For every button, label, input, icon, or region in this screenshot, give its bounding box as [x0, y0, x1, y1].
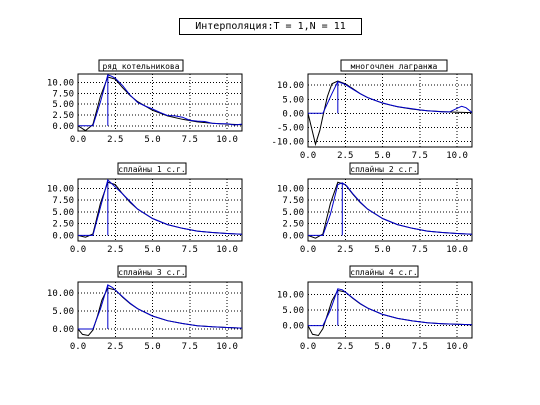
x-tick-label: 2.5 — [107, 135, 123, 145]
x-tick-label: 0.0 — [70, 342, 86, 352]
x-tick-label: 7.5 — [412, 151, 428, 161]
y-tick-label: 2.50 — [52, 111, 74, 121]
chart-panel-spline-4: 0.0 2.5 5.0 7.5 10.0 0.00 5.00 10.00 сплайны 4 с… — [277, 265, 473, 352]
y-tick-label: 7.50 — [282, 196, 304, 206]
interpolation-line — [308, 80, 473, 114]
x-tick-label: 0.0 — [300, 151, 316, 161]
x-tick-label: 5.0 — [144, 245, 160, 255]
y-tick-label: 10.00 — [47, 289, 74, 299]
y-tick-label: 10.00 — [277, 81, 304, 91]
plot-frame — [77, 281, 243, 339]
interpolation-line — [78, 74, 243, 127]
y-tick-label: 0.00 — [52, 325, 74, 335]
chart-title: сплайны 1 с.г. — [118, 165, 185, 174]
main-title: Интерполяция:T = 1,N = 11 — [179, 18, 362, 35]
x-tick-label: 2.5 — [337, 151, 353, 161]
y-tick-label: 5.00 — [52, 208, 74, 218]
y-tick-label: -5.00 — [277, 123, 304, 133]
x-tick-label: 2.5 — [337, 342, 353, 352]
chart-title: ряд котельникова — [102, 62, 179, 71]
chart-panel-spline-1: 0.0 2.5 5.0 7.5 10.0 0.002.50 5.00 7.50 10.00 спл… — [47, 162, 243, 255]
x-tick-label: 5.0 — [374, 245, 390, 255]
chart-title-box — [117, 162, 187, 175]
chart-title: сплайны 3 с.г. — [118, 268, 185, 277]
chart-title-box — [349, 162, 419, 175]
y-tick-label: 0.00 — [282, 231, 304, 241]
x-tick-label: 10.0 — [216, 135, 238, 145]
x-tick-label: 2.5 — [337, 245, 353, 255]
x-tick-label: 10.0 — [216, 245, 238, 255]
chart-title: сплайны 4 с.г. — [350, 268, 417, 277]
x-tick-label: 2.5 — [107, 342, 123, 352]
x-tick-label: 0.0 — [300, 245, 316, 255]
chart-title-box — [98, 59, 184, 72]
plot-frame — [77, 73, 243, 132]
interpolation-line — [78, 284, 243, 330]
x-tick-label: 0.0 — [300, 342, 316, 352]
y-tick-label: 10.00 — [47, 184, 74, 194]
x-tick-label: 0.0 — [70, 135, 86, 145]
chart-panel-spline-3: 0.0 2.5 5.0 7.5 10.0 0.00 5.00 10.00 сплайны 3 с… — [47, 265, 243, 352]
y-tick-label: 0.00 — [282, 109, 304, 119]
y-tick-label: 2.50 — [282, 220, 304, 230]
original-function-line — [307, 181, 473, 239]
plot-frame — [307, 73, 473, 148]
y-tick-label: 10.00 — [277, 290, 304, 300]
y-tick-label: 7.50 — [52, 89, 74, 99]
original-function-line — [307, 80, 473, 147]
y-tick-label: 5.00 — [282, 95, 304, 105]
x-tick-label: 7.5 — [182, 342, 198, 352]
chart-title-box — [349, 265, 419, 278]
chart-title-box — [117, 265, 187, 278]
x-tick-label: 7.5 — [182, 245, 198, 255]
x-tick-label: 2.5 — [107, 245, 123, 255]
original-function-line — [77, 181, 243, 238]
chart-title: сплайны 2 с.г. — [350, 165, 417, 174]
original-function-line — [307, 289, 473, 337]
x-tick-label: 5.0 — [374, 342, 390, 352]
plot-frame — [77, 178, 243, 242]
original-function-line — [77, 287, 243, 337]
chart-panel-lagrange: 0.0 2.5 5.0 7.5 10.0 -10.00 -5.00 0.00 5.00 10.00… — [271, 59, 473, 161]
x-tick-label: 5.0 — [374, 151, 390, 161]
y-tick-label: 10.00 — [277, 184, 304, 194]
y-tick-label: 7.50 — [52, 196, 74, 206]
y-tick-label: -10.00 — [271, 137, 304, 147]
y-tick-label: 0.00 — [52, 231, 74, 241]
y-tick-label: 5.00 — [52, 100, 74, 110]
y-tick-label: 2.50 — [52, 220, 74, 230]
x-tick-label: 10.0 — [446, 151, 468, 161]
x-tick-label: 5.0 — [144, 135, 160, 145]
interpolation-line — [78, 178, 243, 236]
interpolation-line — [308, 288, 473, 327]
x-tick-label: 7.5 — [182, 135, 198, 145]
chart-title-box — [340, 59, 448, 72]
chart-title: многочлен лагранжа — [351, 62, 438, 71]
y-tick-label: 5.00 — [282, 306, 304, 316]
y-tick-label: 0.00 — [52, 122, 74, 132]
x-tick-label: 10.0 — [446, 245, 468, 255]
x-tick-label: 7.5 — [412, 342, 428, 352]
x-tick-label: 10.0 — [216, 342, 238, 352]
interpolation-line — [308, 182, 473, 236]
y-tick-label: 5.00 — [52, 307, 74, 317]
y-tick-label: 10.00 — [47, 79, 74, 89]
x-tick-label: 7.5 — [412, 245, 428, 255]
y-tick-label: 0.00 — [282, 322, 304, 332]
x-tick-label: 0.0 — [70, 245, 86, 255]
plot-frame — [307, 281, 473, 339]
x-tick-label: 5.0 — [144, 342, 160, 352]
y-tick-label: 5.00 — [282, 208, 304, 218]
chart-panel-spline-2: 0.0 2.5 5.0 7.5 10.0 0.002.50 5.00 7.50 10.00 спл… — [277, 162, 473, 255]
x-tick-label: 10.0 — [446, 342, 468, 352]
plot-frame — [307, 178, 473, 242]
